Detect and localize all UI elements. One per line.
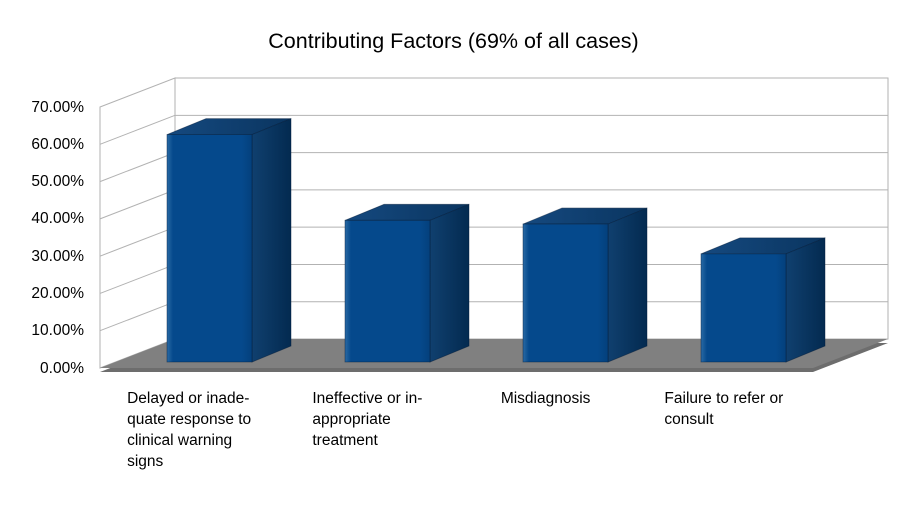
- bar-side-face: [607, 207, 648, 363]
- y-axis-tick-label: 50.00%: [31, 173, 84, 191]
- bar-side-face: [785, 237, 826, 363]
- x-axis-category-label: Misdiagnosis: [500, 390, 591, 407]
- gridline-sidewall: [99, 189, 176, 220]
- x-axis-category-label: Ineffective or in- appropriate treatment: [312, 390, 423, 449]
- bar-front-face: [700, 253, 787, 363]
- bar-side-face: [429, 203, 470, 363]
- chart-title: Contributing Factors (69% of all cases): [268, 29, 639, 53]
- x-axis-category-label: Delayed or inade- quate response to clin…: [127, 390, 252, 470]
- y-axis-tick-label: 20.00%: [31, 284, 84, 302]
- gridline-sidewall: [99, 152, 176, 183]
- chart-floor: [100, 339, 888, 368]
- y-axis-tick-label: 0.00%: [40, 359, 84, 377]
- bar-front-face: [522, 223, 609, 363]
- gridline-sidewall: [99, 301, 176, 332]
- gridline-sidewall: [99, 226, 176, 257]
- bar-front-face: [344, 219, 431, 363]
- bar-front-face: [166, 134, 253, 363]
- gridline-sidewall: [99, 263, 176, 294]
- y-axis-tick-label: 60.00%: [31, 135, 84, 153]
- x-axis-category-label: Failure to refer or consult: [664, 390, 784, 428]
- chart-left-wall: [99, 77, 176, 369]
- bar-side-face: [251, 117, 292, 363]
- y-axis-tick-label: 10.00%: [31, 322, 84, 340]
- gridline-sidewall: [99, 114, 176, 145]
- bars: [166, 117, 826, 363]
- bar-2: [522, 207, 648, 363]
- bar-1: [344, 203, 470, 363]
- bar-3: [700, 237, 826, 363]
- y-axis-tick-label: 70.00%: [31, 98, 84, 116]
- y-axis-tick-label: 40.00%: [31, 210, 84, 228]
- y-axis-tick-label: 30.00%: [31, 247, 84, 265]
- bar-0: [166, 117, 292, 363]
